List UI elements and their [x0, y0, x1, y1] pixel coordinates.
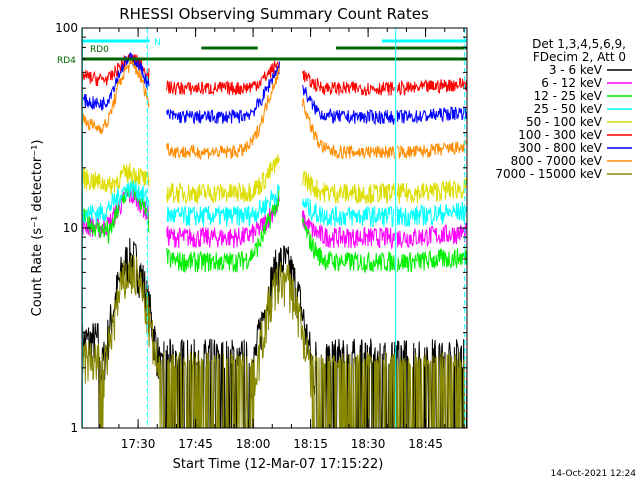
legend-label: 3 - 6 keV: [549, 63, 603, 77]
legend-label: 50 - 100 keV: [526, 115, 603, 129]
legend-header: Det 1,3,4,5,6,9,: [532, 37, 626, 51]
chart-title: RHESSI Observing Summary Count Rates: [119, 5, 429, 23]
x-tick-label: 17:45: [178, 437, 213, 451]
series-line: [81, 188, 468, 250]
x-tick-label: 17:30: [121, 437, 156, 451]
legend-label: 6 - 12 keV: [541, 76, 603, 90]
timestamp-label: 14-Oct-2021 12:24: [551, 469, 637, 479]
y-axis-label: Count Rate (s⁻¹ detector⁻¹): [30, 140, 45, 317]
flag-label: RD0: [90, 45, 109, 55]
y-tick-label: 1: [70, 421, 78, 435]
x-tick-label: 18:00: [236, 437, 271, 451]
legend-label: 800 - 7000 keV: [511, 154, 603, 168]
series-line: [81, 254, 467, 429]
chart-marks: [81, 52, 468, 429]
flag-label: N: [154, 38, 161, 48]
legend-label: 12 - 25 keV: [534, 89, 603, 103]
x-axis-label: Start Time (12-Mar-07 17:15:22): [173, 457, 384, 472]
y-tick-label: 10: [63, 221, 78, 235]
series-line: [81, 154, 468, 204]
chart-axes: 1 10 100 17:30 17:45 18:00 18:15 18:30 18:45: [55, 21, 467, 451]
series-line: [81, 52, 468, 126]
legend-header: FDecim 2, Att 0: [533, 50, 626, 64]
legend-label: 25 - 50 keV: [534, 102, 603, 116]
legend-label: 100 - 300 keV: [518, 128, 602, 142]
x-tick-label: 18:15: [293, 437, 328, 451]
series-line: [81, 59, 468, 160]
legend-label: 7000 - 15000 keV: [495, 167, 602, 181]
chart-flags: RD0 RD4 N: [57, 28, 467, 428]
legend-label: 300 - 800 keV: [518, 141, 602, 155]
y-tick-label: 100: [55, 21, 78, 35]
x-tick-label: 18:30: [351, 437, 386, 451]
legend: Det 1,3,4,5,6,9,FDecim 2, Att 03 - 6 keV…: [495, 37, 632, 181]
series-line: [81, 178, 468, 228]
flag-label: RD4: [57, 56, 76, 66]
series-line: [81, 181, 468, 274]
x-tick-label: 18:45: [408, 437, 443, 451]
series-line: [81, 53, 468, 96]
